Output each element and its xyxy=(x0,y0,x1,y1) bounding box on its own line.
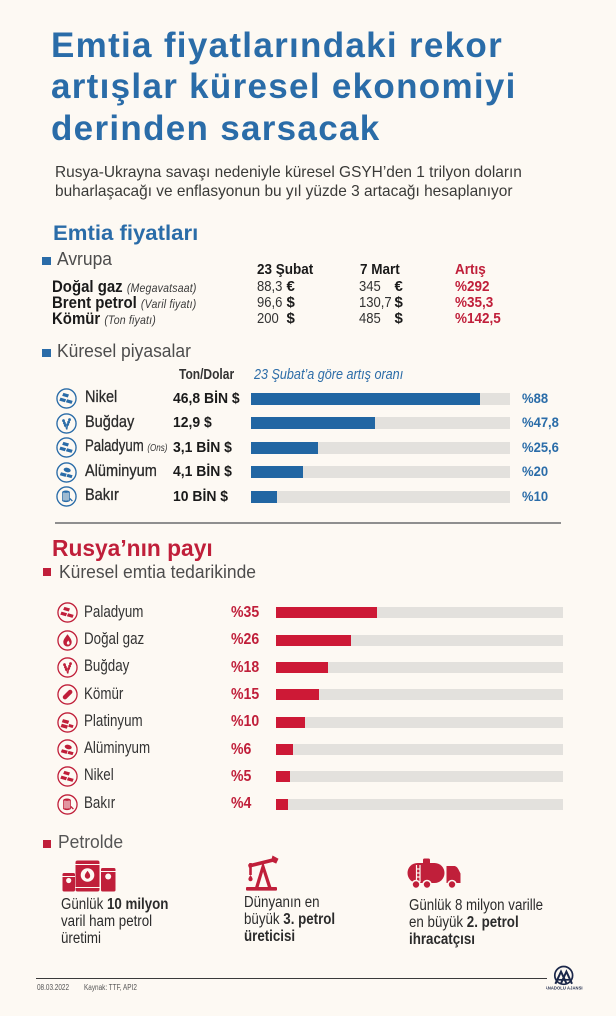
svg-text:ANADOLU AJANSI: ANADOLU AJANSI xyxy=(546,985,583,990)
